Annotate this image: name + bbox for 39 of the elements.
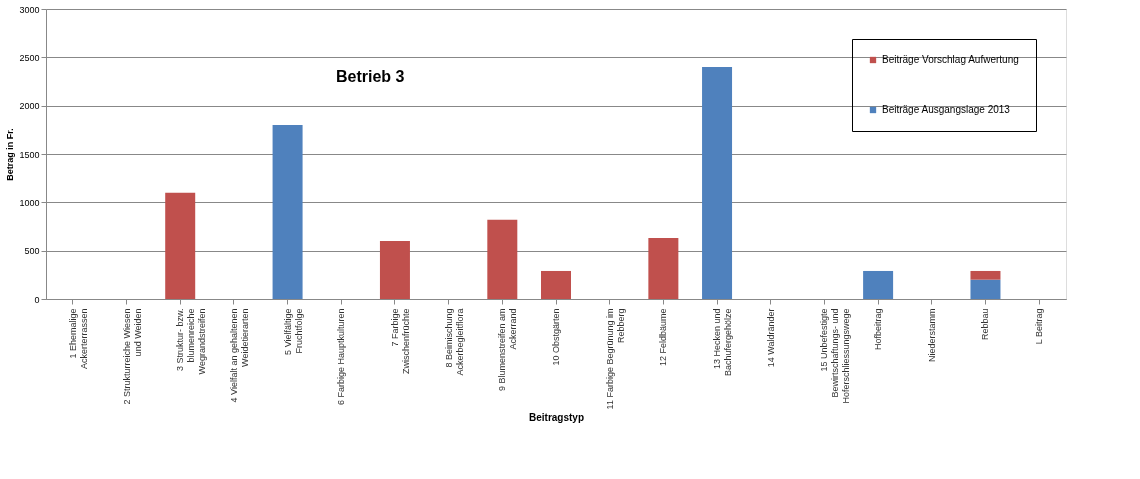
bar [702, 67, 733, 299]
x-tick-label: 1 Ehemalige Ackerterrassen [67, 308, 89, 370]
bar [541, 270, 571, 299]
bar [970, 279, 1001, 299]
y-tick-label: 2000 [19, 101, 40, 112]
x-tick-label: 11 Farbige Begrünung im Rebberg [604, 308, 626, 410]
bar [487, 219, 518, 299]
legend-label: Beiträge Ausgangslage 2013 [882, 104, 1011, 115]
x-tick-label: 10 Obstgärten [551, 308, 561, 366]
bar [970, 270, 1001, 280]
x-tick-label: 6 Farbige Hauptkulturen [336, 308, 347, 406]
x-tick-label: 5 Vielfältige Fruchtfolge [282, 308, 304, 355]
y-tick-label: 1000 [19, 197, 40, 208]
y-tick-label: 0 [34, 294, 40, 305]
bar [165, 192, 196, 299]
x-tick-label: 2 Strukturreiche Wiesen und Weiden [121, 308, 143, 405]
x-tick-label: 15 Unbefestigte Bewirtschaftungs- und Hoferschliessungswege [819, 308, 852, 404]
x-axis-title: Beitragstyp [528, 412, 585, 424]
x-tick-label: Rebbau [980, 308, 991, 341]
y-tick-label: 3000 [19, 4, 40, 15]
bar [272, 125, 303, 299]
x-tick-label: L Beitrag [1034, 308, 1045, 345]
text: Betrieb 3 [335, 68, 405, 85]
y-tick-label: 2500 [19, 52, 40, 63]
bar [863, 270, 894, 299]
x-tick-label: 8 Beimischung Ackerbegleitflora [443, 308, 465, 376]
x-tick-label: 12 Feldbäume [658, 308, 669, 367]
x-tick-label: Niederstamm [926, 308, 937, 363]
x-tick-label: Hofbeitrag [873, 308, 884, 351]
y-tick-label: 1500 [19, 149, 40, 160]
x-tick-label: 9 Blumenstreifen am Ackerrand [497, 308, 519, 392]
bar [379, 241, 410, 299]
y-axis-title: Betrag in Fr. [5, 128, 16, 181]
bar [648, 238, 679, 299]
x-tick-label: 7 Farbige Zwischenfrüchte [389, 308, 411, 375]
legend-label: Beiträge Vorschlag Aufwertung [882, 54, 1019, 65]
y-tick-label: 500 [24, 246, 40, 257]
x-tick-label: 13 Hecken und Bachufergehölze [712, 308, 734, 377]
x-tick-label: 14 Waldränder [765, 308, 776, 368]
